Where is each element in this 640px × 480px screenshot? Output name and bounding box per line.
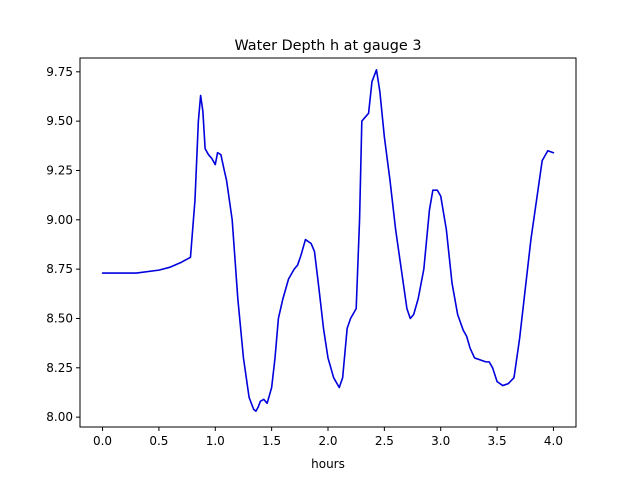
x-tick-label: 2.5 <box>375 434 394 448</box>
plot-area: 0.0 0.5 1.0 1.5 2.0 2.5 3.0 3.5 4.0 8.00 8.25 8.50 8… <box>46 57 577 448</box>
y-tick-label: 9.25 <box>46 163 73 177</box>
x-tick-label: 0.5 <box>149 434 168 448</box>
y-tick-label: 9.75 <box>46 65 73 79</box>
x-tick-label: 3.5 <box>488 434 507 448</box>
y-tick-label: 8.75 <box>46 262 73 276</box>
y-tick-label: 9.00 <box>46 213 73 227</box>
x-axis-label: hours <box>311 457 345 471</box>
x-tick-label: 3.0 <box>431 434 450 448</box>
y-tick-label: 8.00 <box>46 410 73 424</box>
x-tick-label: 1.0 <box>206 434 225 448</box>
x-tick-label: 0.0 <box>93 434 112 448</box>
x-tick-label: 1.5 <box>262 434 281 448</box>
x-tick-label: 2.0 <box>318 434 337 448</box>
y-tick-label: 9.50 <box>46 114 73 128</box>
y-tick-label: 8.50 <box>46 311 73 325</box>
x-tick-label: 4.0 <box>544 434 563 448</box>
series-line-0 <box>101 69 555 413</box>
y-tick-label: 8.25 <box>46 361 73 375</box>
chart-title: Water Depth h at gauge 3 <box>234 38 421 54</box>
